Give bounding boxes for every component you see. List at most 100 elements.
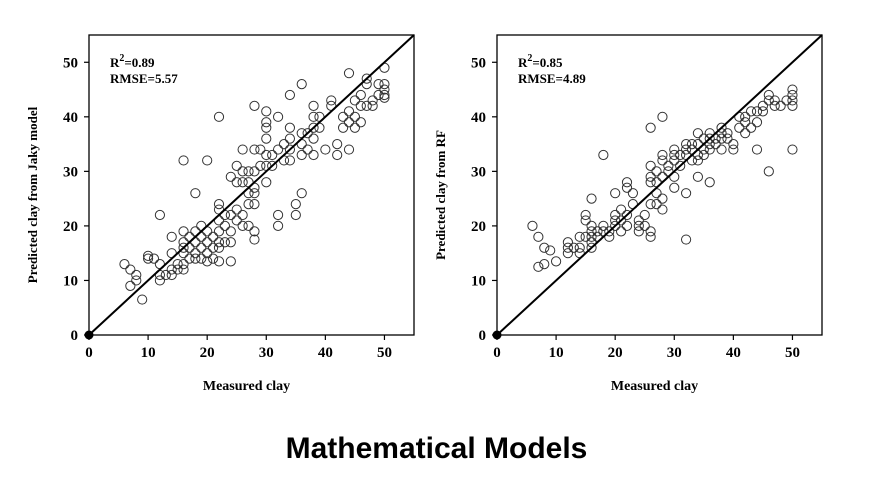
data-point <box>213 237 225 248</box>
data-point <box>172 258 183 270</box>
data-point <box>272 220 284 232</box>
data-point <box>787 144 798 155</box>
x-tick-label: 30 <box>259 345 274 361</box>
data-point <box>787 89 798 101</box>
x-tick-label: 40 <box>726 345 741 361</box>
data-point <box>243 198 254 210</box>
data-point <box>154 275 166 286</box>
data-point <box>202 248 213 259</box>
data-point <box>716 122 727 133</box>
data-point <box>249 188 260 199</box>
data-point <box>757 106 769 117</box>
data-point <box>231 215 242 226</box>
data-point <box>586 193 597 204</box>
data-point <box>237 177 248 188</box>
data-point <box>562 242 574 253</box>
x-tick-label: 50 <box>377 345 392 361</box>
data-point <box>249 144 260 155</box>
data-point <box>190 248 201 259</box>
data-point <box>639 209 650 221</box>
data-point <box>160 269 171 281</box>
data-point <box>361 73 372 84</box>
data-point <box>610 188 621 199</box>
data-point <box>527 220 538 232</box>
data-point <box>166 231 177 242</box>
data-point <box>669 144 680 155</box>
data-point <box>284 89 296 101</box>
data-point <box>255 144 266 155</box>
data-point <box>621 182 633 193</box>
data-point <box>651 198 662 210</box>
y-tick-label: 30 <box>471 164 486 180</box>
data-point <box>296 78 307 90</box>
data-point <box>243 166 254 177</box>
r-squared-annotation: R2=0.85 <box>518 53 563 70</box>
data-point <box>615 204 627 215</box>
data-point <box>261 133 272 144</box>
data-point <box>680 188 692 199</box>
data-point <box>302 128 313 139</box>
data-point <box>225 226 236 237</box>
data-point <box>349 122 361 133</box>
data-point <box>131 275 142 286</box>
data-point <box>261 117 272 128</box>
data-point <box>131 269 142 281</box>
data-point <box>598 220 609 232</box>
data-point <box>533 261 544 272</box>
data-point <box>710 138 721 150</box>
y-tick-label: 10 <box>471 273 486 289</box>
data-point <box>278 138 290 150</box>
data-point <box>769 100 780 112</box>
data-point <box>231 177 242 188</box>
data-point <box>326 95 337 106</box>
data-point <box>231 204 242 215</box>
data-point <box>645 122 656 133</box>
data-point <box>533 231 544 242</box>
data-point <box>704 177 715 188</box>
data-point <box>367 100 378 112</box>
data-point <box>657 111 668 122</box>
data-point <box>284 133 296 144</box>
data-point <box>680 138 692 150</box>
data-point <box>154 209 166 221</box>
data-point <box>698 149 709 161</box>
data-point <box>716 133 727 144</box>
data-point <box>645 160 656 172</box>
data-point <box>284 144 296 155</box>
data-point <box>343 68 355 79</box>
y-tick-label: 30 <box>63 164 78 180</box>
data-point <box>332 149 343 161</box>
data-point <box>610 209 621 221</box>
one-to-one-line <box>88 34 415 336</box>
data-point <box>332 138 343 150</box>
data-point <box>657 155 668 166</box>
data-point <box>740 128 751 139</box>
data-point <box>645 171 656 182</box>
data-point <box>125 264 136 275</box>
data-point <box>586 220 597 232</box>
data-point <box>202 256 213 267</box>
data-point <box>592 226 603 237</box>
data-point <box>692 171 704 182</box>
data-point <box>202 237 213 248</box>
data-point <box>267 160 278 172</box>
data-point <box>379 78 390 90</box>
origin-point <box>492 330 502 340</box>
plot-frame <box>88 34 415 336</box>
data-point <box>237 166 248 177</box>
data-point <box>178 264 189 275</box>
data-point <box>657 149 668 161</box>
data-point <box>290 209 301 221</box>
data-point <box>645 177 656 188</box>
data-point <box>580 209 591 221</box>
y-tick-label: 20 <box>63 219 78 235</box>
data-point <box>349 95 361 106</box>
data-point <box>207 242 219 253</box>
data-point <box>763 95 774 106</box>
data-point <box>787 95 798 106</box>
data-point <box>343 106 355 117</box>
y-tick-label: 20 <box>471 219 486 235</box>
data-point <box>657 204 668 215</box>
data-point <box>373 89 384 101</box>
data-point <box>763 89 774 101</box>
